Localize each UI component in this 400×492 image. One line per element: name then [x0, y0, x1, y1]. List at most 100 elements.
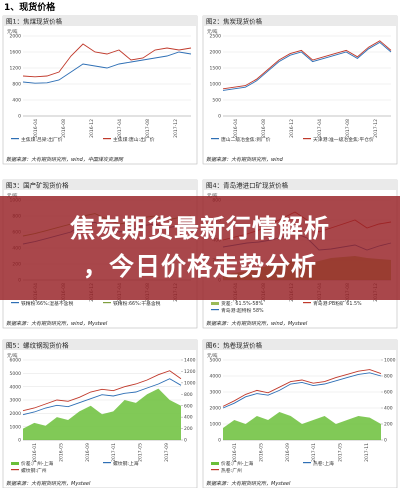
legend-label: 青岛港:PB粉矿 61.5%	[313, 300, 362, 307]
source-note: 数据来源：大有期货研究所，wind，Mysteel	[6, 320, 108, 327]
y2-tick-label: 600	[184, 403, 193, 409]
legend-swatch	[211, 138, 219, 140]
y2-tick-label: 1000	[384, 358, 396, 364]
legend-label: 螺纹钢:广州	[21, 467, 47, 474]
y2-tick-label: 1000	[184, 380, 196, 386]
y-tick-label: 2000	[10, 411, 22, 417]
legend-label: 天津港:准一级冶金焦:平仓价	[313, 136, 374, 143]
panel-title-bar	[203, 180, 397, 190]
area	[23, 388, 181, 440]
x-tick-label: 2016-04	[33, 119, 39, 138]
legend-label: 铁精粉:66%:干基含税	[113, 300, 161, 307]
x-tick-label: 2017-09	[164, 443, 170, 462]
x-tick-label: 2017-05	[338, 443, 344, 462]
source-note: 数据来源：大有期货研究所，Mysteel	[6, 480, 91, 487]
panel-title: 图5：螺纹钢现货价格	[6, 341, 69, 350]
unit-label: 元/吨	[7, 28, 18, 35]
x-tick-label: 2017-08	[145, 119, 151, 138]
y2-tick-label: 400	[184, 415, 193, 421]
panel-frame	[202, 339, 398, 489]
area	[223, 412, 381, 440]
y2-tick-label: 600	[384, 390, 393, 396]
panel-title: 图2：焦炭现货价格	[206, 17, 263, 26]
y-tick-label: 0	[218, 114, 221, 120]
source-note: 数据来源：大有期货研究所，wind，中国煤炭资源网	[6, 156, 124, 163]
legend-swatch	[11, 302, 19, 304]
legend-label: 热卷:上海	[313, 460, 334, 467]
x-tick-label: 2016-01	[232, 443, 238, 462]
legend-label: 价差:广州-上海	[221, 460, 253, 467]
section-title: 1、现货价格	[4, 1, 56, 13]
line	[22, 43, 192, 78]
legend-label: 价差:广州-上海	[21, 460, 53, 467]
y2-tick-label: 1400	[184, 358, 196, 364]
unit-label: 元/吨	[7, 192, 18, 199]
line	[22, 370, 182, 412]
y-tick-label: 2000	[210, 50, 222, 56]
legend-swatch	[303, 138, 311, 140]
x-tick-label: 2016-08	[61, 119, 67, 138]
y-tick-label: 500	[212, 98, 221, 104]
banner-line: 焦炭期货最新行情解析	[69, 214, 330, 243]
x-tick-label: 2017-08	[345, 119, 351, 138]
source-note: 数据来源：大有期货研究所，wind，Mysteel	[206, 320, 308, 327]
panel-title: 图3：国产矿现货价格	[6, 181, 69, 190]
panel-title-bar	[203, 340, 397, 350]
legend-swatch	[211, 309, 219, 311]
y-tick-label: 6000	[10, 358, 22, 364]
y-tick-label: 1000	[210, 422, 222, 428]
legend-label: 主焦煤:吕梁:出厂价	[21, 136, 63, 143]
panel-title-bar	[3, 180, 197, 190]
y-tick-label: 2000	[10, 34, 22, 40]
legend-swatch	[103, 302, 111, 304]
y-tick-label: 3000	[10, 398, 22, 404]
line	[22, 51, 192, 84]
line	[222, 369, 382, 407]
y-tick-label: 0	[18, 114, 21, 120]
x-tick-label: 2017-12	[373, 119, 379, 138]
legend-label: 铁精粉:66%:湿基不含税	[21, 300, 73, 307]
legend-swatch	[11, 138, 19, 140]
y-tick-label: 1600	[10, 50, 22, 56]
banner: 焦炭期货最新行情解析 ，今日价格走势分析	[0, 196, 400, 300]
line	[22, 378, 182, 416]
x-tick-label: 2017-11	[364, 443, 370, 462]
y-tick-label: 1000	[10, 424, 22, 430]
panel-frame	[2, 15, 198, 165]
legend-swatch	[103, 462, 111, 464]
unit-label: 元/吨	[207, 28, 218, 35]
x-tick-label: 2017-04	[117, 119, 123, 138]
legend-swatch	[103, 138, 111, 140]
y-tick-label: 1500	[210, 66, 222, 72]
y-tick-label: 2500	[210, 34, 222, 40]
unit-label: 元/吨	[207, 352, 218, 359]
x-tick-label: 2017-01	[111, 443, 117, 462]
y-tick-label: 4000	[210, 374, 222, 380]
banner-line: ，今日价格走势分析	[82, 252, 317, 281]
source-note: 数据来源：大有期货研究所，Mysteel	[206, 480, 291, 487]
legend-label: 货差：61.5%-58%	[221, 300, 263, 307]
y-tick-label: 1200	[10, 66, 22, 72]
y2-tick-label: 0	[184, 438, 187, 444]
y2-tick-label: 400	[384, 406, 393, 412]
y-tick-label: 1000	[210, 82, 222, 88]
panel-title: 图1：焦煤现货价格	[6, 17, 63, 26]
panel-title-bar	[203, 16, 397, 26]
y-tick-label: 4000	[10, 384, 22, 390]
legend-swatch	[211, 462, 219, 465]
source-note: 数据来源：大有期货研究所，wind	[206, 156, 284, 163]
y-tick-label: 3000	[210, 390, 222, 396]
x-tick-label: 2016-12	[89, 119, 95, 138]
unit-label: 元/吨	[207, 192, 218, 199]
y2-tick-label: 1200	[184, 369, 196, 375]
legend-label: 热卷:广州	[221, 467, 242, 474]
x-tick-label: 2016-12	[289, 119, 295, 138]
x-tick-label: 2016-08	[261, 119, 267, 138]
legend-label: 青岛港:超特粉 58%	[221, 307, 264, 314]
legend-label: 螺纹钢:上海	[113, 460, 139, 467]
y-tick-label: 400	[12, 98, 21, 104]
y2-tick-label: 0	[384, 438, 387, 444]
legend-label: 唐山二级冶金焦:到厂价	[221, 136, 271, 143]
